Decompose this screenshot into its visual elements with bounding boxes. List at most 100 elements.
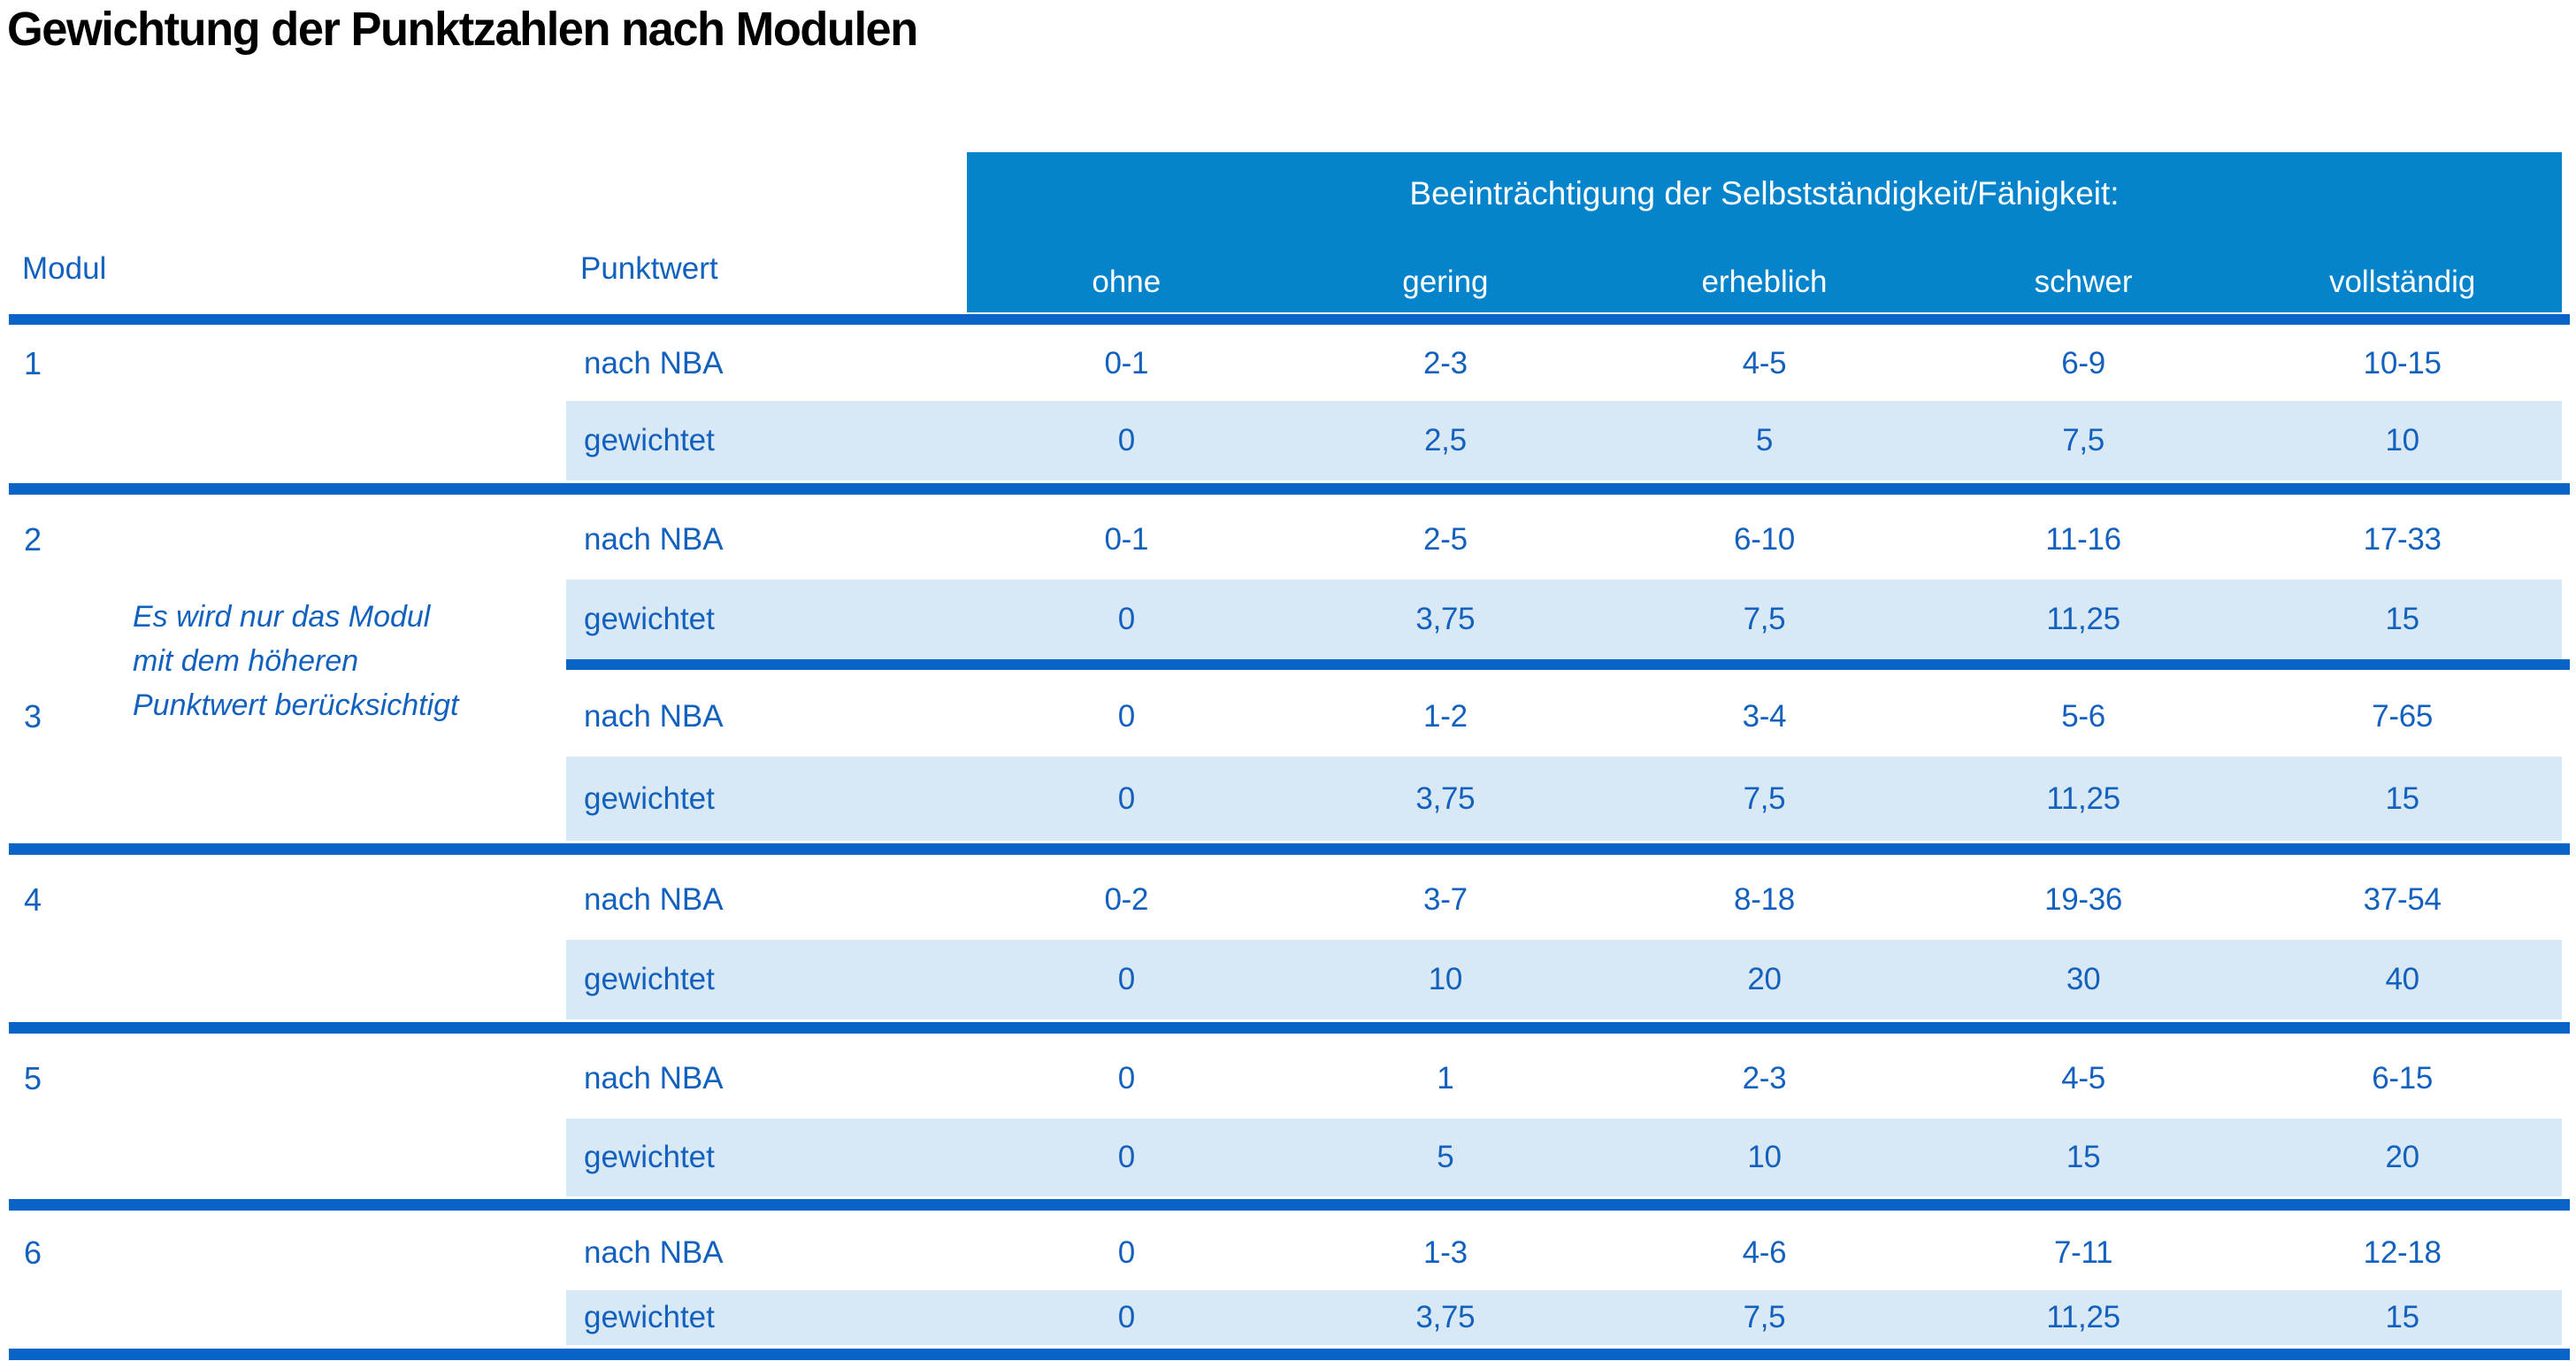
value-cell: 0 — [967, 1290, 1286, 1345]
table-row: 3 nach NBA 0 1-2 3-4 5-6 7-65 — [0, 677, 2562, 757]
module-number-empty — [0, 401, 566, 481]
module-divider-line — [9, 1022, 2570, 1034]
value-cell: 15 — [2242, 757, 2562, 841]
value-cell: 19-36 — [2044, 882, 2123, 917]
value-cell: 10-15 — [2363, 345, 2442, 381]
value-cell: 2-3 — [1423, 345, 1468, 381]
value-cell: 5-6 — [2061, 699, 2105, 734]
severity-header-block: Beeinträchtigung der Selbstständigkeit/F… — [967, 152, 2562, 312]
severity-col-erheblich: erheblich — [1701, 265, 1828, 299]
table-bottom-line — [9, 1349, 2570, 1360]
table-row: gewichtet 0 10 20 30 40 — [0, 940, 2562, 1019]
value-cell: 6-15 — [2372, 1061, 2434, 1096]
value-cell: 1-3 — [1423, 1235, 1468, 1270]
module-divider-line — [9, 843, 2570, 855]
table-row: 6 nach NBA 0 1-3 4-6 7-11 12-18 — [0, 1216, 2562, 1290]
table-row: gewichtet 0 2,5 5 7,5 10 — [0, 401, 2562, 481]
value-cell: 4-6 — [1742, 1235, 1787, 1270]
row-label: nach NBA — [584, 522, 724, 557]
value-cell: 0 — [1117, 1235, 1135, 1270]
module-number-empty — [0, 580, 566, 659]
value-cell: 11,25 — [1923, 580, 2243, 659]
value-cell: 1-2 — [1423, 699, 1468, 734]
value-cell: 10 — [2242, 401, 2562, 481]
value-cell: 7-11 — [2053, 1235, 2113, 1270]
severity-col-gering: gering — [1402, 265, 1489, 299]
value-cell: 11-16 — [2045, 522, 2121, 557]
note-line: mit dem höheren — [133, 644, 359, 678]
value-cell: 0 — [1117, 1061, 1135, 1096]
module-number-empty — [0, 940, 566, 1019]
table-row: gewichtet 0 3,75 7,5 11,25 15 — [0, 580, 2562, 659]
module-divider-line-partial — [566, 659, 2570, 670]
value-cell: 17-33 — [2363, 522, 2442, 557]
module-2-3-note: Es wird nur das Modul mit dem höheren Pu… — [133, 595, 593, 727]
row-label: nach NBA — [584, 1235, 724, 1270]
value-cell: 3,75 — [1285, 757, 1606, 841]
module-divider-line — [9, 1199, 2570, 1211]
value-cell: 2-3 — [1742, 1061, 1787, 1096]
table-row: gewichtet 0 5 10 15 20 — [0, 1119, 2562, 1196]
value-cell: 0 — [1117, 699, 1135, 734]
value-cell: 40 — [2242, 940, 2562, 1019]
value-cell: 30 — [1923, 940, 2243, 1019]
value-cell: 0 — [967, 580, 1286, 659]
row-label: gewichtet — [566, 1290, 967, 1345]
value-cell: 6-10 — [1734, 522, 1795, 557]
note-line: Punktwert berücksichtigt — [133, 688, 459, 722]
value-cell: 0-1 — [1104, 522, 1149, 557]
value-cell: 0 — [967, 940, 1286, 1019]
value-cell: 11,25 — [1923, 1290, 2243, 1345]
value-cell: 3,75 — [1285, 580, 1606, 659]
value-cell: 0 — [967, 1119, 1286, 1196]
value-cell: 37-54 — [2363, 882, 2442, 917]
value-cell: 4-5 — [2061, 1061, 2105, 1096]
row-label: gewichtet — [566, 401, 967, 481]
value-cell: 7,5 — [1605, 757, 1924, 841]
table-body: 1 nach NBA 0-1 2-3 4-5 6-9 10-15 gewicht… — [0, 326, 2576, 1361]
value-cell: 7,5 — [1923, 401, 2243, 481]
row-label: gewichtet — [566, 580, 967, 659]
value-cell: 15 — [2242, 1290, 2562, 1345]
value-cell: 15 — [1923, 1119, 2243, 1196]
table-row: gewichtet 0 3,75 7,5 11,25 15 — [0, 757, 2562, 841]
value-cell: 3-7 — [1423, 882, 1468, 917]
module-number: 5 — [24, 1060, 42, 1096]
table-row: 2 nach NBA 0-1 2-5 6-10 11-16 17-33 — [0, 500, 2562, 580]
row-label: gewichtet — [566, 940, 967, 1019]
value-cell: 0-1 — [1104, 345, 1149, 381]
note-line: Es wird nur das Modul — [133, 600, 431, 634]
module-number: 4 — [24, 881, 42, 918]
row-label: nach NBA — [584, 882, 724, 917]
value-cell: 0 — [967, 401, 1286, 481]
value-cell: 6-9 — [2061, 345, 2105, 381]
page-title: Gewichtung der Punktzahlen nach Modulen — [7, 3, 918, 56]
value-cell: 5 — [1605, 401, 1924, 481]
column-header-punktwert: Punktwert — [580, 251, 718, 286]
value-cell: 7-65 — [2372, 699, 2434, 734]
value-cell: 5 — [1285, 1119, 1606, 1196]
row-label: gewichtet — [566, 757, 967, 841]
value-cell: 7,5 — [1605, 1290, 1924, 1345]
severity-col-ohne: ohne — [1092, 265, 1162, 299]
value-cell: 10 — [1285, 940, 1606, 1019]
value-cell: 15 — [2242, 580, 2562, 659]
value-cell: 12-18 — [2363, 1235, 2442, 1270]
table-row: 4 nach NBA 0-2 3-7 8-18 19-36 37-54 — [0, 860, 2562, 940]
value-cell: 4-5 — [1742, 345, 1787, 381]
severity-levels-row: ohne gering erheblich schwer vollständig — [967, 265, 2562, 300]
module-number-empty — [0, 1290, 566, 1345]
value-cell: 7,5 — [1605, 580, 1924, 659]
value-cell: 0-2 — [1104, 882, 1149, 917]
value-cell: 2,5 — [1285, 401, 1606, 481]
row-label: nach NBA — [584, 699, 724, 734]
module-number: 3 — [24, 698, 42, 734]
row-label: nach NBA — [584, 345, 724, 381]
severity-group-label: Beeinträchtigung der Selbstständigkeit/F… — [1409, 175, 2120, 211]
value-cell: 2-5 — [1423, 522, 1468, 557]
table-row: gewichtet 0 3,75 7,5 11,25 15 — [0, 1290, 2562, 1345]
severity-col-vollstaendig: vollständig — [2328, 265, 2476, 299]
column-header-modul: Modul — [22, 251, 107, 286]
header-divider-line — [9, 314, 2570, 325]
